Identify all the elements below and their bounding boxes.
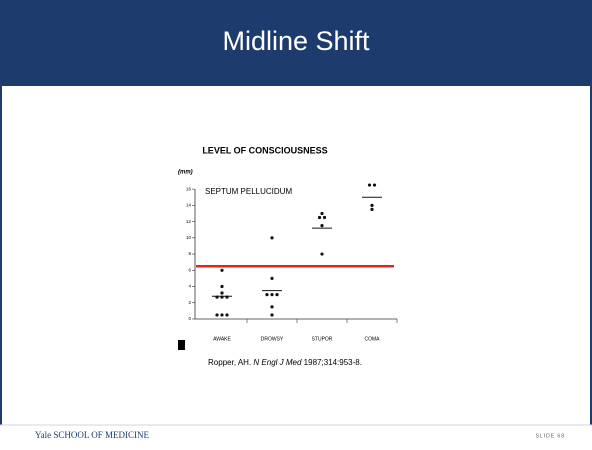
- dot: [270, 276, 274, 281]
- x-tick-label: AWAKE: [213, 336, 231, 342]
- dot: [270, 305, 274, 309]
- dot: [270, 293, 274, 297]
- footer-logo: Yale SCHOOL OF MEDICINE: [35, 430, 150, 440]
- dot: [265, 293, 269, 297]
- dot: [215, 313, 219, 317]
- y-axis-label: (mm): [178, 170, 193, 176]
- y-tick-label: 12: [186, 219, 192, 224]
- citation-author: Ropper, AH.: [208, 358, 251, 367]
- y-tick-label: 6: [188, 267, 191, 272]
- dot: [322, 215, 327, 220]
- dot: [320, 252, 324, 256]
- x-tick-label: COMA: [365, 336, 381, 342]
- y-tick-label: 4: [188, 284, 191, 289]
- x-tick-label: DROWSY: [261, 336, 284, 342]
- dot: [320, 224, 324, 228]
- chart-title: LEVEL OF CONSCIOUSNESS: [202, 145, 327, 155]
- annotation: SEPTUM PELLUCIDUM: [205, 187, 292, 196]
- dot: [270, 236, 274, 240]
- dot: [317, 215, 322, 220]
- dot: [367, 183, 372, 187]
- y-tick-label: 8: [188, 251, 191, 256]
- dot: [225, 313, 229, 317]
- dot: [320, 211, 324, 216]
- dot: [372, 183, 377, 187]
- y-tick-label: 2: [188, 300, 191, 305]
- y-tick-label: 14: [186, 203, 192, 208]
- y-tick-label: 10: [186, 235, 192, 240]
- dot: [370, 203, 374, 207]
- dot: [220, 313, 224, 317]
- y-tick-label: 16: [186, 186, 192, 191]
- citation-ref: 1987;314:953-8.: [304, 358, 362, 367]
- x-tick-label: STUPOR: [312, 336, 333, 342]
- dot: [220, 291, 224, 295]
- slide-number: SLIDE 68: [536, 433, 565, 439]
- citation: Ropper, AH. N Engl J Med 1987;314:953-8.: [208, 358, 362, 367]
- marker-box: [178, 340, 185, 350]
- dot: [275, 293, 279, 297]
- header-band: [0, 0, 592, 86]
- dot: [220, 284, 224, 289]
- citation-journal: N Engl J Med: [253, 358, 302, 367]
- dot: [270, 313, 274, 317]
- slide-title: Midline Shift: [222, 26, 370, 56]
- y-tick-label: 0: [188, 316, 191, 321]
- dot: [370, 207, 374, 212]
- dot: [220, 268, 224, 272]
